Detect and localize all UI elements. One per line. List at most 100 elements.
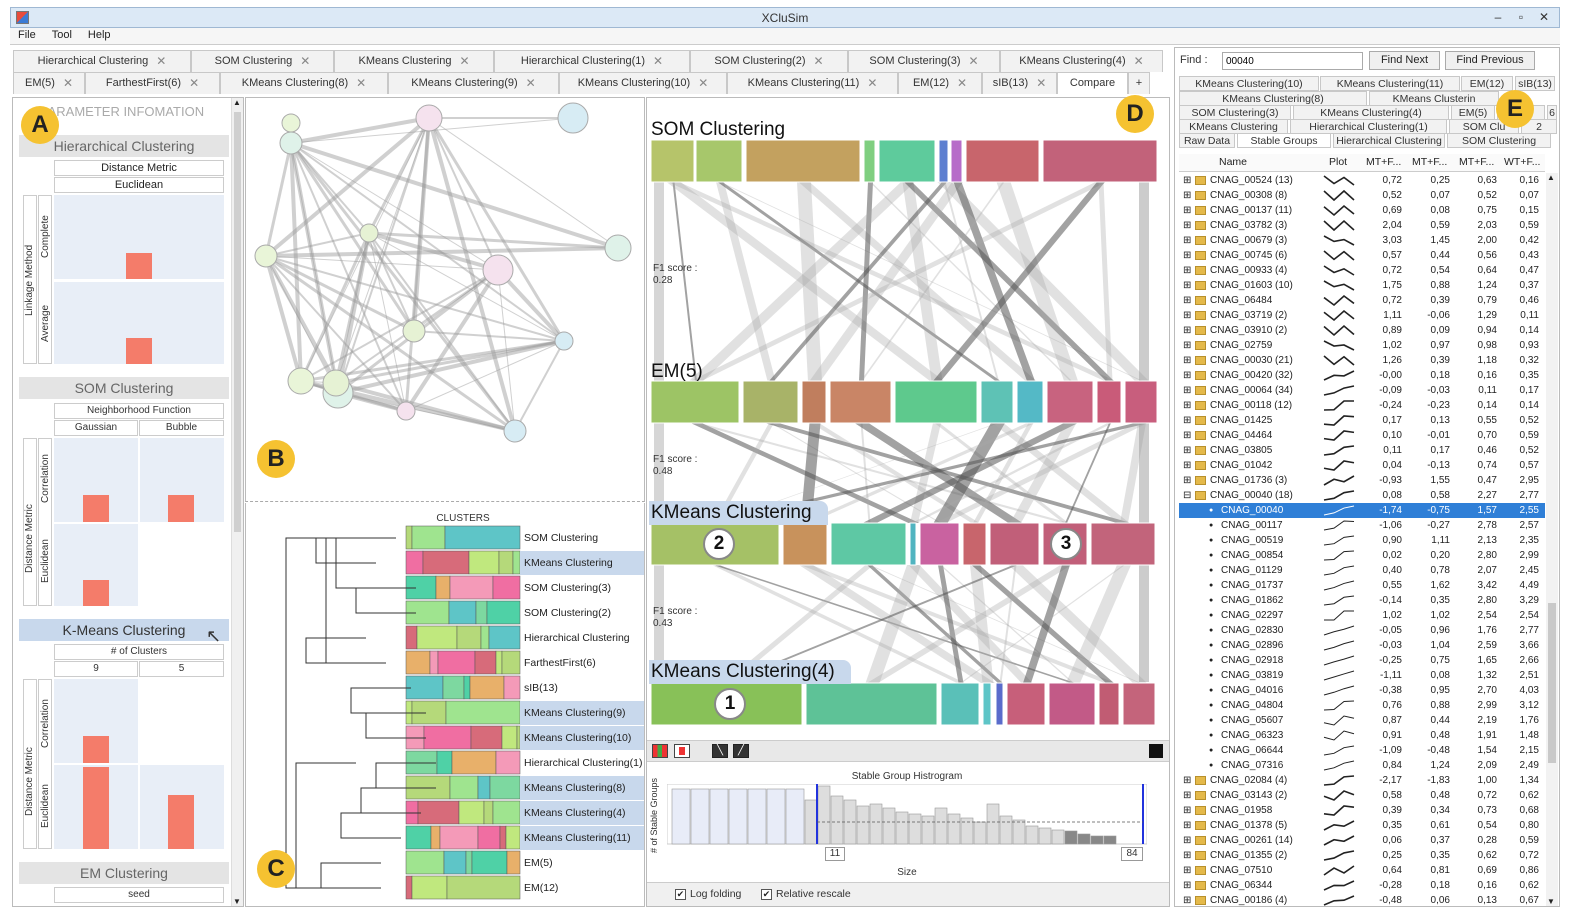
- close-tab-icon[interactable]: ✕: [156, 54, 167, 68]
- find-next-button[interactable]: Find Next: [1369, 51, 1440, 70]
- table-row[interactable]: ● CNAG_01862 -0,14 0,35 2,80 3,29: [1179, 593, 1545, 608]
- right-tab[interactable]: EM(5): [1451, 105, 1495, 120]
- gene-dot-icon[interactable]: ●: [1209, 657, 1214, 664]
- close-tab-icon[interactable]: ✕: [1036, 76, 1047, 90]
- right-tab[interactable]: sIB(13): [1515, 76, 1555, 91]
- expand-icon[interactable]: ⊞: [1183, 385, 1192, 396]
- table-row[interactable]: ● CNAG_00519 0,90 1,11 2,13 2,35: [1179, 533, 1545, 548]
- expand-icon[interactable]: ⊞: [1183, 445, 1192, 456]
- gene-dot-icon[interactable]: ●: [1209, 567, 1214, 574]
- right-tab[interactable]: SOM Clustering(3): [1179, 105, 1291, 120]
- sort-up-icon[interactable]: ╱: [733, 744, 749, 758]
- add-tab-button[interactable]: +: [1128, 72, 1150, 94]
- expand-icon[interactable]: ⊞: [1183, 340, 1192, 351]
- right-tab[interactable]: KMeans Clustering(4): [1293, 105, 1449, 120]
- right-tab[interactable]: Raw Data: [1179, 133, 1235, 148]
- group-marker[interactable]: 1: [714, 688, 746, 720]
- expand-icon[interactable]: ⊞: [1183, 430, 1192, 441]
- sort-down-icon[interactable]: ╲: [712, 744, 728, 758]
- table-col-header[interactable]: MT+F...: [1412, 156, 1448, 168]
- table-row[interactable]: ⊞ CNAG_00745 (6) 0,57 0,44 0,56 0,43: [1179, 248, 1545, 263]
- close-tab-icon[interactable]: ✕: [813, 54, 824, 68]
- menu-tool[interactable]: Tool: [51, 29, 72, 41]
- table-col-header[interactable]: Name: [1219, 156, 1248, 168]
- stable-group-histogram[interactable]: [667, 784, 1147, 854]
- compare-row-label[interactable]: KMeans Clustering: [649, 501, 828, 525]
- tab2-5[interactable]: KMeans Clustering(11) ✕: [727, 72, 898, 94]
- table-row[interactable]: ⊞ CNAG_00118 (12) -0,24 -0,23 0,14 0,14: [1179, 398, 1545, 413]
- table-row[interactable]: ⊞ CNAG_00524 (13) 0,72 0,25 0,63 0,16: [1179, 173, 1545, 188]
- tab2-7[interactable]: sIB(13) ✕: [982, 72, 1057, 94]
- right-tab[interactable]: KMeans Clustering: [1179, 119, 1288, 134]
- close-button[interactable]: ✕: [1538, 10, 1550, 24]
- close-tab-icon[interactable]: ✕: [356, 76, 367, 90]
- dendro-row-label[interactable]: Hierarchical Clustering(1): [524, 757, 643, 769]
- table-row[interactable]: ⊞ CNAG_01355 (2) 0,25 0,35 0,62 0,72: [1179, 848, 1545, 863]
- table-col-header[interactable]: Plot: [1329, 156, 1348, 168]
- tab-2[interactable]: KMeans Clustering ✕: [334, 50, 494, 72]
- right-tab[interactable]: KMeans Clustering(11): [1320, 76, 1460, 91]
- right-tab[interactable]: SOM Clustering: [1447, 133, 1551, 148]
- table-row[interactable]: ● CNAG_04804 0,76 0,88 2,99 3,12: [1179, 698, 1545, 713]
- tab2-1[interactable]: FarthestFirst(6) ✕: [85, 72, 220, 94]
- table-col-header[interactable]: WT+F...: [1504, 156, 1541, 168]
- dendro-row-label[interactable]: KMeans Clustering(8): [520, 776, 644, 800]
- expand-icon[interactable]: ⊞: [1183, 220, 1192, 231]
- table-row[interactable]: ● CNAG_01737 0,55 1,62 3,42 4,49: [1179, 578, 1545, 593]
- table-row[interactable]: ● CNAG_00854 0,02 0,20 2,80 2,99: [1179, 548, 1545, 563]
- table-row[interactable]: ⊞ CNAG_01958 0,39 0,34 0,73 0,68: [1179, 803, 1545, 818]
- close-tab-icon[interactable]: ✕: [1133, 54, 1144, 68]
- table-row[interactable]: ⊞ CNAG_06484 0,72 0,39 0,79 0,46: [1179, 293, 1545, 308]
- km-section-title[interactable]: K-Means Clustering: [19, 619, 229, 641]
- tab-6[interactable]: KMeans Clustering(4) ✕: [1000, 50, 1163, 72]
- similarity-graph[interactable]: [246, 98, 644, 501]
- gene-dot-icon[interactable]: ●: [1209, 732, 1214, 739]
- table-row[interactable]: ⊞ CNAG_01603 (10) 1,75 0,88 1,24 0,37: [1179, 278, 1545, 293]
- tab-0[interactable]: Hierarchical Clustering ✕: [13, 50, 191, 72]
- hier-section-title[interactable]: Hierarchical Clustering: [19, 135, 229, 157]
- tab-1[interactable]: SOM Clustering ✕: [191, 50, 334, 72]
- tab-3[interactable]: Hierarchical Clustering(1) ✕: [494, 50, 690, 72]
- km-9-euc-bar[interactable]: [83, 767, 109, 849]
- expand-icon[interactable]: ⊞: [1183, 250, 1192, 261]
- table-row[interactable]: ⊞ CNAG_01042 0,04 -0,13 0,74 0,57: [1179, 458, 1545, 473]
- scroll-up-icon[interactable]: ▲: [233, 98, 241, 107]
- dendro-row-label[interactable]: Hierarchical Clustering: [524, 632, 630, 644]
- table-row[interactable]: ⊞ CNAG_03805 0,11 0,17 0,46 0,52: [1179, 443, 1545, 458]
- table-row[interactable]: ● CNAG_02830 -0,05 0,96 1,76 2,77: [1179, 623, 1545, 638]
- expand-icon[interactable]: ⊞: [1183, 205, 1192, 216]
- hist-left-value[interactable]: 11: [825, 847, 845, 861]
- table-scroll-up-icon[interactable]: ▲: [1547, 173, 1555, 182]
- table-row[interactable]: ● CNAG_06644 -1,09 -0,48 1,54 2,15: [1179, 743, 1545, 758]
- relative-rescale-checkbox[interactable]: ✔: [761, 889, 772, 900]
- dendro-row-label[interactable]: KMeans Clustering(4): [520, 801, 644, 825]
- dendro-row-label[interactable]: KMeans Clustering(10): [520, 726, 644, 750]
- group-marker[interactable]: 3: [1050, 528, 1082, 560]
- table-row[interactable]: ⊞ CNAG_02084 (4) -2,17 -1,83 1,00 1,34: [1179, 773, 1545, 788]
- log-folding-checkbox[interactable]: ✔: [675, 889, 686, 900]
- gene-dot-icon[interactable]: ●: [1209, 597, 1214, 604]
- right-tab[interactable]: KMeans Clusterin: [1369, 91, 1499, 106]
- parallel-sets[interactable]: [647, 98, 1169, 738]
- gene-dot-icon[interactable]: ●: [1209, 507, 1214, 514]
- som-gauss-euc-bar[interactable]: [83, 580, 109, 606]
- dendro-row-label[interactable]: KMeans Clustering(9): [520, 701, 644, 725]
- compare-row-label[interactable]: EM(5): [651, 361, 703, 382]
- table-row[interactable]: ● CNAG_01129 0,40 0,78 2,07 2,45: [1179, 563, 1545, 578]
- expand-icon[interactable]: ⊞: [1183, 475, 1192, 486]
- close-tab-icon[interactable]: ✕: [968, 54, 979, 68]
- table-row[interactable]: ⊞ CNAG_07510 0,64 0,81 0,69 0,86: [1179, 863, 1545, 878]
- gene-dot-icon[interactable]: ●: [1209, 762, 1214, 769]
- compare-row-label[interactable]: SOM Clustering: [651, 119, 786, 140]
- expand-icon[interactable]: ⊞: [1183, 790, 1192, 801]
- expand-icon[interactable]: ⊞: [1183, 415, 1192, 426]
- close-tab-icon[interactable]: ✕: [62, 76, 73, 90]
- table-col-header[interactable]: MT+F...: [1366, 156, 1402, 168]
- close-tab-icon[interactable]: ✕: [957, 76, 968, 90]
- table-row[interactable]: ⊞ CNAG_01736 (3) -0,93 1,55 0,47 2,95: [1179, 473, 1545, 488]
- gene-dot-icon[interactable]: ●: [1209, 747, 1214, 754]
- expand-icon[interactable]: ⊞: [1183, 400, 1192, 411]
- right-tab[interactable]: 6: [1547, 105, 1557, 120]
- table-row[interactable]: ⊞ CNAG_04464 0,10 -0,01 0,70 0,59: [1179, 428, 1545, 443]
- table-row[interactable]: ⊞ CNAG_00064 (34) -0,09 -0,03 0,11 0,17: [1179, 383, 1545, 398]
